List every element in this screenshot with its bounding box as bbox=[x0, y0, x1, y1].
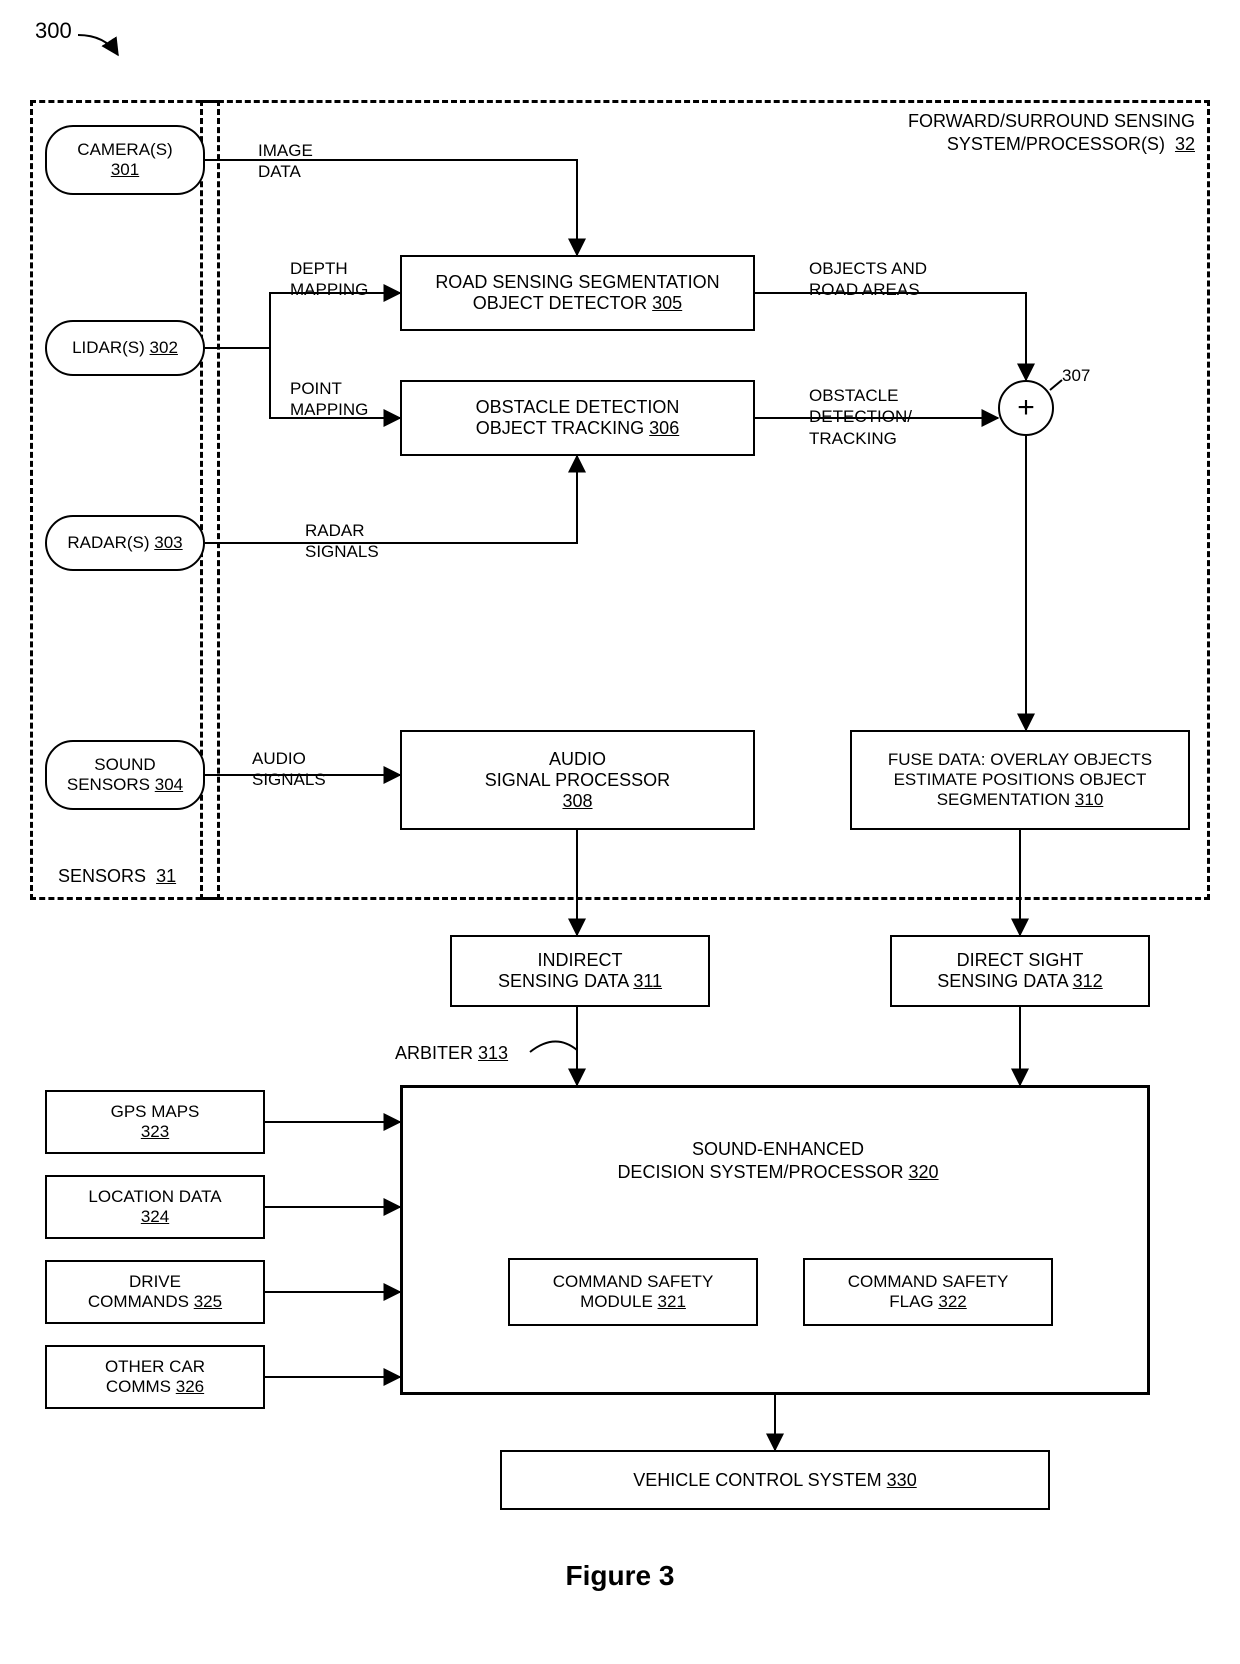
lidar-sensor: LIDAR(S) 302 bbox=[45, 320, 205, 376]
edge-label-point-mapping: POINT MAPPING bbox=[290, 378, 368, 421]
edge-label-obst-det-track: OBSTACLE DETECTION/ TRACKING bbox=[809, 385, 912, 449]
drive-commands-input: DRIVE COMMANDS 325 bbox=[45, 1260, 265, 1324]
processor-group-title: FORWARD/SURROUND SENSING SYSTEM/PROCESSO… bbox=[800, 110, 1195, 155]
arbiter-label: ARBITER 313 bbox=[395, 1042, 508, 1065]
edge-label-audio-signals: AUDIO SIGNALS bbox=[252, 748, 326, 791]
edge-label-objects-road: OBJECTS AND ROAD AREAS bbox=[809, 258, 927, 301]
indirect-sensing-block: INDIRECT SENSING DATA 311 bbox=[450, 935, 710, 1007]
diagram-canvas: 300 FORWARD/SURROUND SENSING SYSTEM/PROC… bbox=[0, 0, 1240, 1664]
other-car-comms-input: OTHER CAR COMMS 326 bbox=[45, 1345, 265, 1409]
camera-sensor: CAMERA(S) 301 bbox=[45, 125, 205, 195]
command-safety-module: COMMAND SAFETY MODULE 321 bbox=[508, 1258, 758, 1326]
sensors-group-label: SENSORS 31 bbox=[58, 865, 176, 888]
fuse-data-block: FUSE DATA: OVERLAY OBJECTS ESTIMATE POSI… bbox=[850, 730, 1190, 830]
sum-ref: 307 bbox=[1062, 365, 1090, 386]
obstacle-detection-block: OBSTACLE DETECTION OBJECT TRACKING 306 bbox=[400, 380, 755, 456]
edge-label-depth-mapping: DEPTH MAPPING bbox=[290, 258, 368, 301]
radar-sensor: RADAR(S) 303 bbox=[45, 515, 205, 571]
command-safety-flag: COMMAND SAFETY FLAG 322 bbox=[803, 1258, 1053, 1326]
audio-signal-processor: AUDIO SIGNAL PROCESSOR 308 bbox=[400, 730, 755, 830]
gps-maps-input: GPS MAPS 323 bbox=[45, 1090, 265, 1154]
figure-caption: Figure 3 bbox=[0, 1560, 1240, 1592]
location-data-input: LOCATION DATA 324 bbox=[45, 1175, 265, 1239]
direct-sensing-block: DIRECT SIGHT SENSING DATA 312 bbox=[890, 935, 1150, 1007]
sum-node: + bbox=[998, 380, 1054, 436]
figure-number: 300 bbox=[35, 18, 72, 44]
decision-title: SOUND-ENHANCED DECISION SYSTEM/PROCESSOR… bbox=[403, 1138, 1153, 1183]
edge-label-image-data: IMAGE DATA bbox=[258, 140, 313, 183]
edge-label-radar-signals: RADAR SIGNALS bbox=[305, 520, 379, 563]
decision-system-block: SOUND-ENHANCED DECISION SYSTEM/PROCESSOR… bbox=[400, 1085, 1150, 1395]
road-sensing-block: ROAD SENSING SEGMENTATION OBJECT DETECTO… bbox=[400, 255, 755, 331]
vehicle-control-block: VEHICLE CONTROL SYSTEM 330 bbox=[500, 1450, 1050, 1510]
sound-sensor: SOUND SENSORS 304 bbox=[45, 740, 205, 810]
